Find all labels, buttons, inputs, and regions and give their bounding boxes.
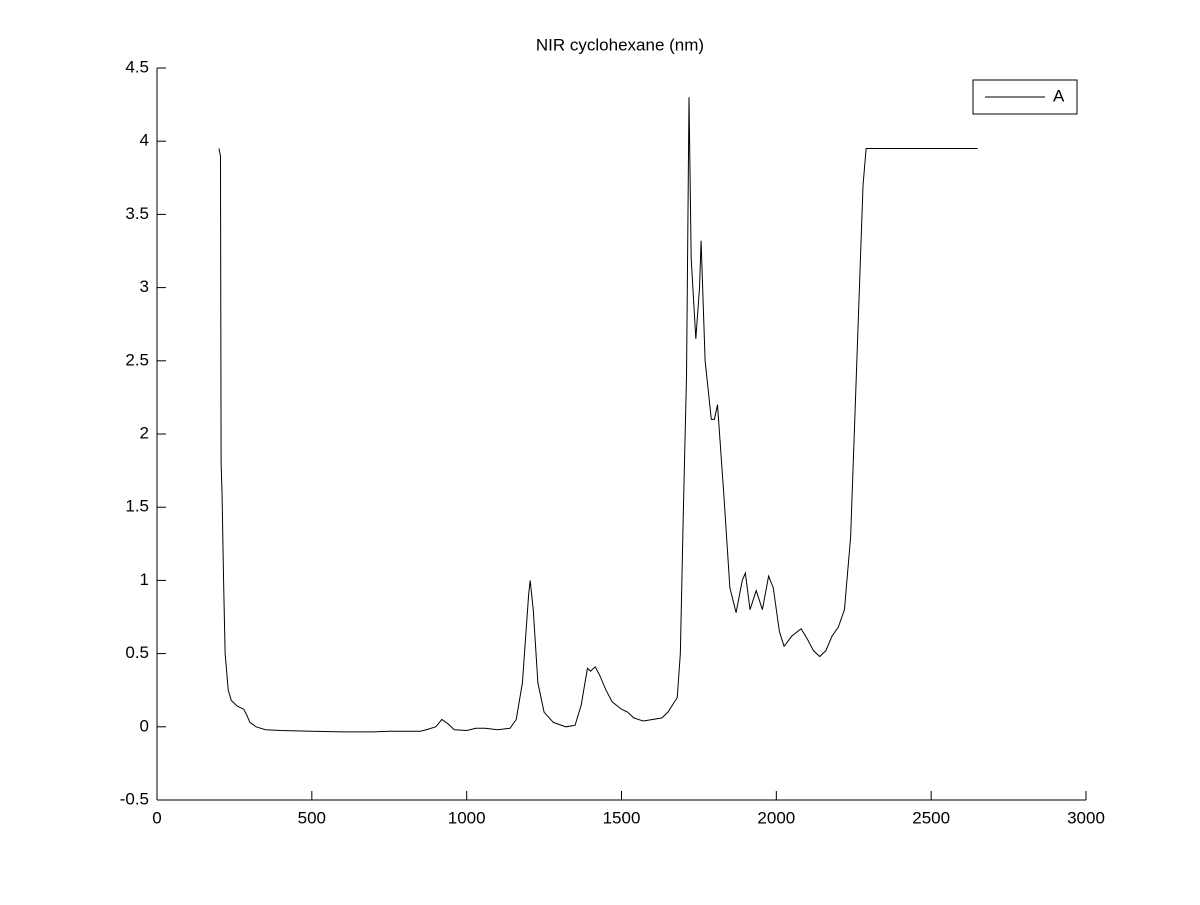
x-tick-label: 3000 (1067, 808, 1105, 827)
x-tick-label: 1500 (603, 808, 641, 827)
y-tick-label: 2 (140, 423, 149, 442)
y-tick-label: 3.5 (125, 204, 149, 223)
y-tick-label: 2.5 (125, 350, 149, 369)
chart-title: NIR cyclohexane (nm) (536, 35, 704, 54)
data-line (218, 97, 978, 733)
y-tick-label: 0 (140, 716, 149, 735)
y-tick-label: 0.5 (125, 643, 149, 662)
y-tick-label: 1 (140, 570, 149, 589)
x-tick-label: 2500 (912, 808, 950, 827)
y-tick-label: 1.5 (125, 497, 149, 516)
x-tick-label: 2000 (757, 808, 795, 827)
y-tick-label: -0.5 (120, 789, 149, 808)
y-tick-label: 4 (140, 131, 149, 150)
y-tick-label: 4.5 (125, 57, 149, 76)
x-tick-label: 0 (152, 808, 161, 827)
legend-label: A (1053, 86, 1065, 105)
x-tick-label: 500 (298, 808, 326, 827)
x-tick-label: 1000 (448, 808, 486, 827)
y-tick-label: 3 (140, 277, 149, 296)
